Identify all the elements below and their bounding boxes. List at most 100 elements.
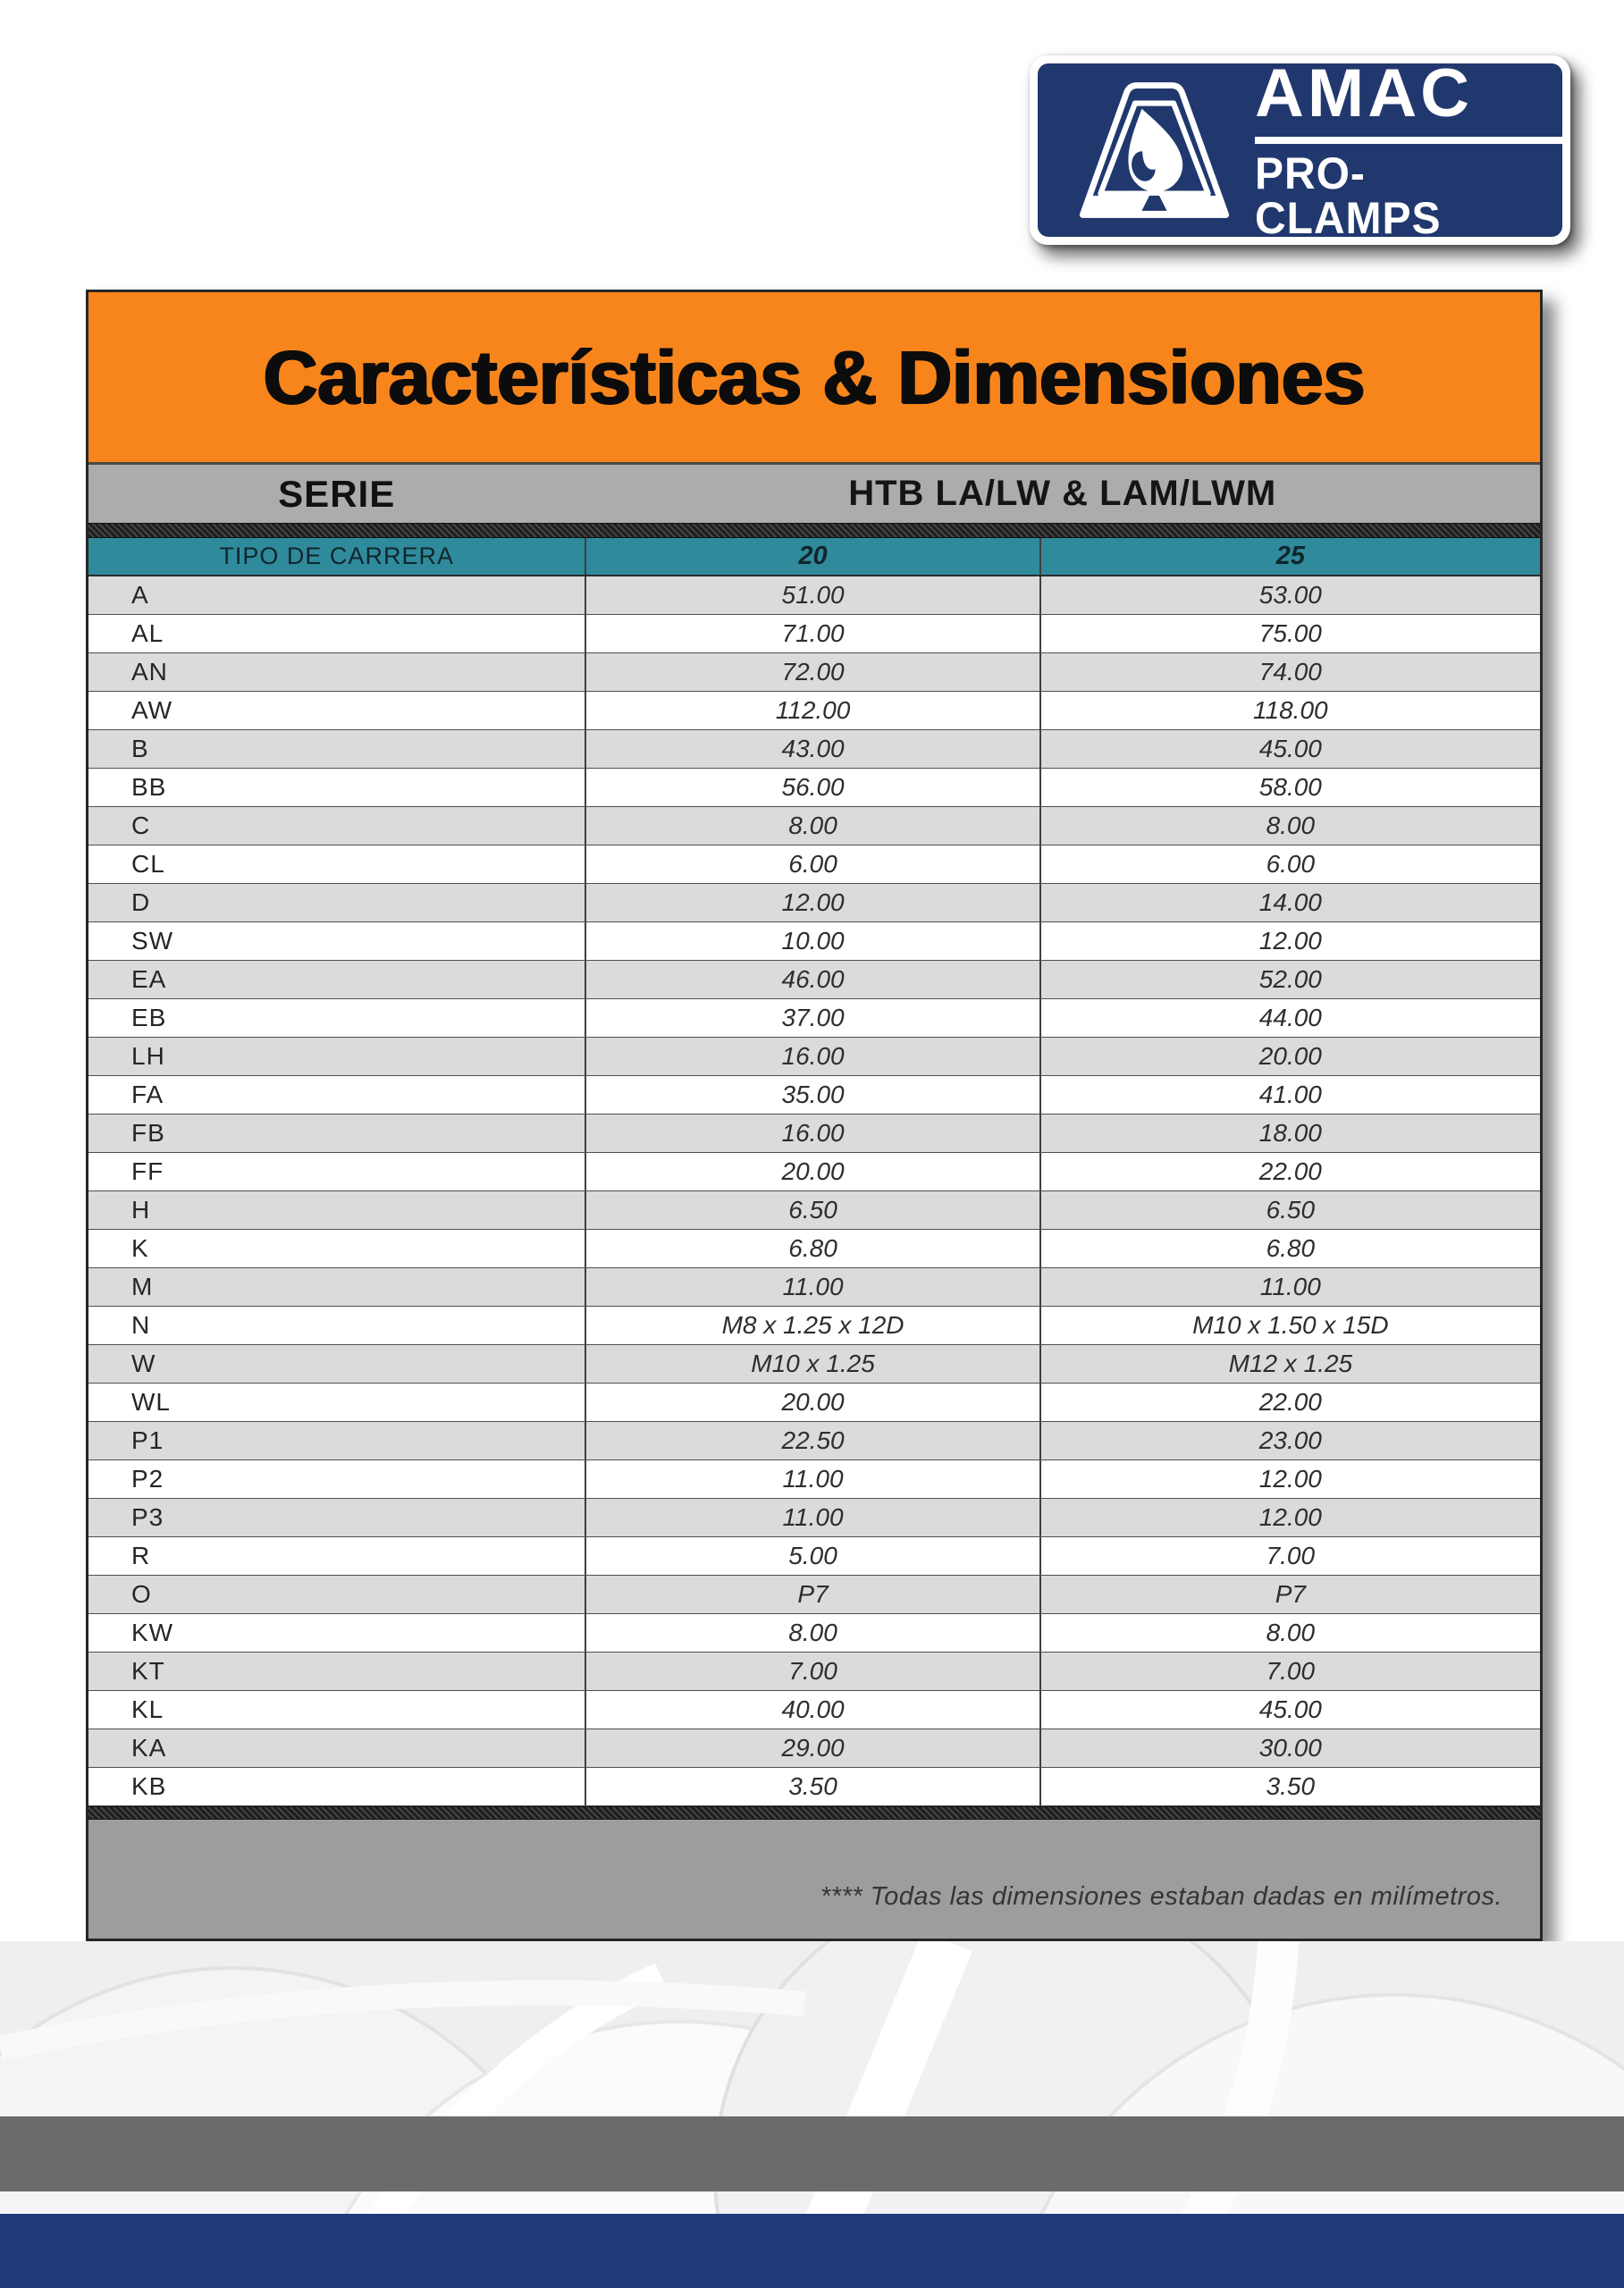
value-cell-25: 12.00 [1039,1460,1540,1498]
row-label-cell: KA [131,1734,167,1762]
hatch-divider-top [88,523,1540,538]
row-label-cell: KB [131,1772,167,1800]
table-row: FA 35.00 41.00 [88,1076,1540,1115]
value-cell-20: 16.00 [585,1038,1039,1075]
value-cell-25: 45.00 [1039,1691,1540,1729]
value-cell-20: 6.50 [585,1191,1039,1229]
table-row: O P7 P7 [88,1576,1540,1614]
value-cell-20: P7 [585,1576,1039,1613]
table-row: FB 16.00 18.00 [88,1115,1540,1153]
spec-sheet-box: Características & Dimensiones SERIE HTB … [86,290,1543,1941]
value-cell-20: 40.00 [585,1691,1039,1729]
row-label-cell: H [131,1196,151,1224]
table-row: KT 7.00 7.00 [88,1653,1540,1691]
value-cell-25: 7.00 [1039,1653,1540,1690]
value-cell-25: 44.00 [1039,999,1540,1037]
table-row: FF 20.00 22.00 [88,1153,1540,1191]
brand-subtitle: PRO-CLAMPS [1255,148,1442,243]
value-cell-20: 29.00 [585,1729,1039,1767]
value-cell-25: 6.00 [1039,845,1540,883]
value-cell-25: 14.00 [1039,884,1540,921]
row-label-cell: P1 [131,1426,164,1454]
value-cell-25: 53.00 [1039,576,1540,614]
table-row: KW 8.00 8.00 [88,1614,1540,1653]
value-cell-25: 3.50 [1039,1768,1540,1805]
value-cell-25: M12 x 1.25 [1039,1345,1540,1383]
dimensions-footnote: **** Todas las dimensiones estaban dadas… [820,1882,1502,1911]
table-row: B 43.00 45.00 [88,730,1540,769]
row-label-cell: A [131,581,149,609]
table-row: C 8.00 8.00 [88,807,1540,845]
value-cell-20: 22.50 [585,1422,1039,1459]
table-row: KB 3.50 3.50 [88,1768,1540,1806]
table-row: P2 11.00 12.00 [88,1460,1540,1499]
series-label: SERIE [278,472,396,515]
value-cell-20: 5.00 [585,1537,1039,1575]
row-label-cell: KL [131,1695,164,1723]
row-label-cell: AN [131,658,168,686]
value-cell-25: 11.00 [1039,1268,1540,1306]
table-row: LH 16.00 20.00 [88,1038,1540,1076]
row-label-cell: KW [131,1619,174,1646]
value-cell-25: 8.00 [1039,1614,1540,1652]
value-cell-20: 11.00 [585,1268,1039,1306]
value-cell-25: M10 x 1.50 x 15D [1039,1307,1540,1344]
row-label-cell: WL [131,1388,171,1416]
series-header-band: SERIE HTB LA/LW & LAM/LWM [88,462,1540,523]
row-label-cell: LH [131,1042,165,1070]
logo-panel: AMAC PRO-CLAMPS [1038,60,1562,240]
value-cell-25: 20.00 [1039,1038,1540,1075]
value-cell-20: 20.00 [585,1384,1039,1421]
value-cell-20: 11.00 [585,1460,1039,1498]
value-cell-20: 6.80 [585,1230,1039,1267]
value-cell-20: 51.00 [585,576,1039,614]
amac-a-droplet-icon [1079,82,1230,218]
logo-text-block: AMAC PRO-CLAMPS [1255,60,1562,240]
table-row: BB 56.00 58.00 [88,769,1540,807]
table-row: EB 37.00 44.00 [88,999,1540,1038]
row-label-cell: SW [131,927,174,955]
row-label-cell: CL [131,850,165,878]
table-row: AN 72.00 74.00 [88,653,1540,692]
row-label-cell: EA [131,965,167,993]
value-cell-20: 43.00 [585,730,1039,768]
value-cell-25: 45.00 [1039,730,1540,768]
row-label-cell: AL [131,619,164,647]
value-cell-20: 56.00 [585,769,1039,806]
value-cell-20: 112.00 [585,692,1039,729]
row-label-cell: P3 [131,1503,164,1531]
value-cell-20: 10.00 [585,922,1039,960]
table-header-row: TIPO DE CARRERA 20 25 [88,538,1540,576]
table-row: A 51.00 53.00 [88,576,1540,615]
footer-band: **** Todas las dimensiones estaban dadas… [88,1820,1540,1939]
value-cell-25: 22.00 [1039,1153,1540,1190]
row-label-cell: D [131,888,151,916]
row-label-cell: B [131,735,149,762]
value-cell-20: 11.00 [585,1499,1039,1536]
row-label-cell: EB [131,1004,167,1031]
value-cell-20: M10 x 1.25 [585,1345,1039,1383]
table-row: SW 10.00 12.00 [88,922,1540,961]
table-row: R 5.00 7.00 [88,1537,1540,1576]
value-cell-20: 20.00 [585,1153,1039,1190]
row-label-cell: FB [131,1119,165,1147]
value-cell-25: 12.00 [1039,922,1540,960]
value-cell-20: 3.50 [585,1768,1039,1805]
row-label-cell: W [131,1350,156,1377]
table-row: WL 20.00 22.00 [88,1384,1540,1422]
value-cell-20: 35.00 [585,1076,1039,1114]
value-cell-25: 30.00 [1039,1729,1540,1767]
row-label-cell: P2 [131,1465,164,1493]
value-cell-20: 16.00 [585,1115,1039,1152]
value-cell-20: 6.00 [585,845,1039,883]
decorative-footer-background [0,1941,1624,2288]
value-cell-25: 12.00 [1039,1499,1540,1536]
table-row: D 12.00 14.00 [88,884,1540,922]
row-label-cell: FF [131,1157,164,1185]
row-label-cell: KT [131,1657,165,1685]
value-cell-25: 74.00 [1039,653,1540,691]
value-cell-20: M8 x 1.25 x 12D [585,1307,1039,1344]
value-cell-20: 72.00 [585,653,1039,691]
table-row: H 6.50 6.50 [88,1191,1540,1230]
table-row: N M8 x 1.25 x 12D M10 x 1.50 x 15D [88,1307,1540,1345]
